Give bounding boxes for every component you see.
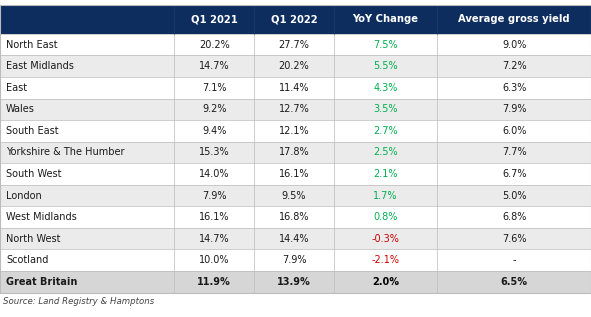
Bar [174,5,254,34]
Bar [0,5,174,34]
Text: 14.4%: 14.4% [279,234,309,244]
Text: 0.8%: 0.8% [374,212,398,222]
Text: South West: South West [6,169,61,179]
Text: 5.5%: 5.5% [374,61,398,71]
Text: 9.4%: 9.4% [202,126,226,136]
Text: 6.3%: 6.3% [502,83,527,93]
Text: YoY Change: YoY Change [353,14,418,24]
Text: London: London [6,191,41,201]
Text: 6.5%: 6.5% [501,277,528,287]
Text: 7.6%: 7.6% [502,234,527,244]
Bar [334,5,437,34]
Text: West Midlands: West Midlands [6,212,77,222]
Text: 9.0%: 9.0% [502,40,527,50]
Bar [0,206,591,228]
Text: 15.3%: 15.3% [199,147,229,158]
Bar [0,185,591,206]
Text: North West: North West [6,234,60,244]
Text: 6.8%: 6.8% [502,212,527,222]
Bar [254,5,334,34]
Text: East: East [6,83,27,93]
Text: 6.7%: 6.7% [502,169,527,179]
Text: 10.0%: 10.0% [199,255,229,265]
Bar [437,5,591,34]
Text: -: - [512,255,516,265]
Text: 2.7%: 2.7% [374,126,398,136]
Text: 1.7%: 1.7% [374,191,398,201]
Bar [0,120,591,142]
Text: 17.8%: 17.8% [279,147,309,158]
Text: 6.0%: 6.0% [502,126,527,136]
Text: Q1 2022: Q1 2022 [271,14,317,24]
Text: South East: South East [6,126,59,136]
Text: 14.0%: 14.0% [199,169,229,179]
Text: Yorkshire & The Humber: Yorkshire & The Humber [6,147,125,158]
Text: Q1 2021: Q1 2021 [191,14,238,24]
Text: 7.9%: 7.9% [282,255,306,265]
Text: Average gross yield: Average gross yield [459,14,570,24]
Text: 12.7%: 12.7% [278,104,310,114]
Text: 16.1%: 16.1% [199,212,229,222]
Text: 7.2%: 7.2% [502,61,527,71]
Bar [0,271,591,293]
Text: East Midlands: East Midlands [6,61,74,71]
Text: 7.9%: 7.9% [502,104,527,114]
Text: 5.0%: 5.0% [502,191,527,201]
Bar [0,163,591,185]
Text: 2.1%: 2.1% [374,169,398,179]
Text: 7.7%: 7.7% [502,147,527,158]
Text: 13.9%: 13.9% [277,277,311,287]
Bar [0,77,591,99]
Text: -0.3%: -0.3% [372,234,400,244]
Text: 20.2%: 20.2% [199,40,230,50]
Text: 7.5%: 7.5% [374,40,398,50]
Bar [0,249,591,271]
Text: Great Britain: Great Britain [6,277,77,287]
Text: Source: Land Registry & Hamptons: Source: Land Registry & Hamptons [3,297,154,306]
Bar [0,142,591,163]
Text: 16.8%: 16.8% [279,212,309,222]
Text: Scotland: Scotland [6,255,48,265]
Text: 27.7%: 27.7% [278,40,310,50]
Bar [0,55,591,77]
Text: 9.2%: 9.2% [202,104,226,114]
Text: 7.9%: 7.9% [202,191,226,201]
Text: 4.3%: 4.3% [374,83,398,93]
Text: 7.1%: 7.1% [202,83,226,93]
Text: -2.1%: -2.1% [372,255,400,265]
Text: 16.1%: 16.1% [279,169,309,179]
Text: 9.5%: 9.5% [282,191,306,201]
Text: 12.1%: 12.1% [279,126,309,136]
Text: 14.7%: 14.7% [199,234,229,244]
Text: 11.9%: 11.9% [197,277,231,287]
Text: 11.4%: 11.4% [279,83,309,93]
Text: 14.7%: 14.7% [199,61,229,71]
Text: North East: North East [6,40,57,50]
Text: 20.2%: 20.2% [278,61,310,71]
Bar [0,34,591,55]
Text: Wales: Wales [6,104,35,114]
Text: 3.5%: 3.5% [374,104,398,114]
Bar [0,99,591,120]
Text: 2.5%: 2.5% [374,147,398,158]
Text: 2.0%: 2.0% [372,277,399,287]
Bar [0,228,591,249]
